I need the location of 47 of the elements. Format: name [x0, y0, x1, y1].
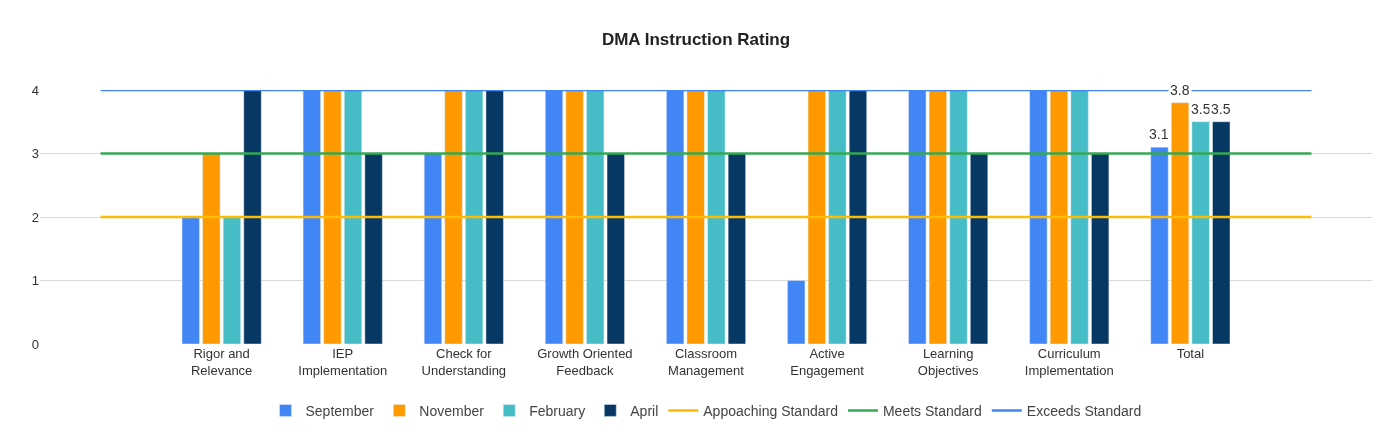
x-tick-label: Classroom Management — [668, 346, 745, 378]
legend-label: Appoaching Standard — [703, 402, 838, 419]
legend-label: September — [305, 402, 375, 419]
data-label: 3.5 — [1191, 101, 1211, 117]
bar — [1212, 121, 1231, 344]
y-tick-label: 0 — [31, 336, 39, 352]
x-tick-label: IEP Implementation — [298, 346, 388, 378]
bar — [444, 90, 463, 344]
data-label: 3.8 — [1170, 82, 1190, 98]
legend-label: April — [630, 402, 659, 419]
chart-title: DMA Instruction Rating — [601, 30, 791, 49]
bar — [181, 216, 200, 344]
bar — [970, 153, 989, 344]
bar — [1091, 153, 1110, 344]
bar — [323, 90, 342, 344]
x-tick-label: Rigor and Relevance — [190, 346, 253, 378]
bar — [423, 153, 442, 344]
y-tick-label: 4 — [31, 82, 39, 98]
x-tick-label: Total — [1176, 346, 1205, 361]
bar — [222, 216, 241, 344]
y-tick-label: 3 — [31, 146, 39, 162]
x-tick-label: Check for Understanding — [421, 346, 507, 378]
bar — [1150, 146, 1169, 344]
bar — [1171, 102, 1190, 344]
bar — [949, 90, 968, 344]
x-tick-label: Active Engagement — [790, 346, 865, 378]
bar — [1070, 90, 1089, 344]
y-tick-label: 2 — [31, 209, 39, 225]
legend-label: Exceeds Standard — [1026, 402, 1142, 419]
x-tick-label: Learning Objectives — [917, 346, 980, 378]
bar — [364, 153, 383, 344]
y-tick-label: 1 — [31, 273, 39, 289]
bar — [1049, 90, 1068, 344]
bar — [1191, 121, 1210, 344]
legend-label: February — [529, 402, 586, 419]
bar — [828, 90, 847, 344]
data-label: 3.1 — [1149, 126, 1169, 142]
bar — [565, 90, 584, 344]
x-tick-label: Curriculum Implementation — [1024, 346, 1114, 378]
legend-label: November — [419, 402, 485, 419]
bar — [243, 90, 262, 344]
bar — [202, 153, 221, 344]
bar — [344, 90, 363, 344]
x-tick-label: Growth Oriented Feedback — [537, 346, 633, 378]
data-label: 3.5 — [1211, 101, 1231, 117]
legend-label: Meets Standard — [882, 402, 982, 419]
bar — [848, 90, 867, 344]
